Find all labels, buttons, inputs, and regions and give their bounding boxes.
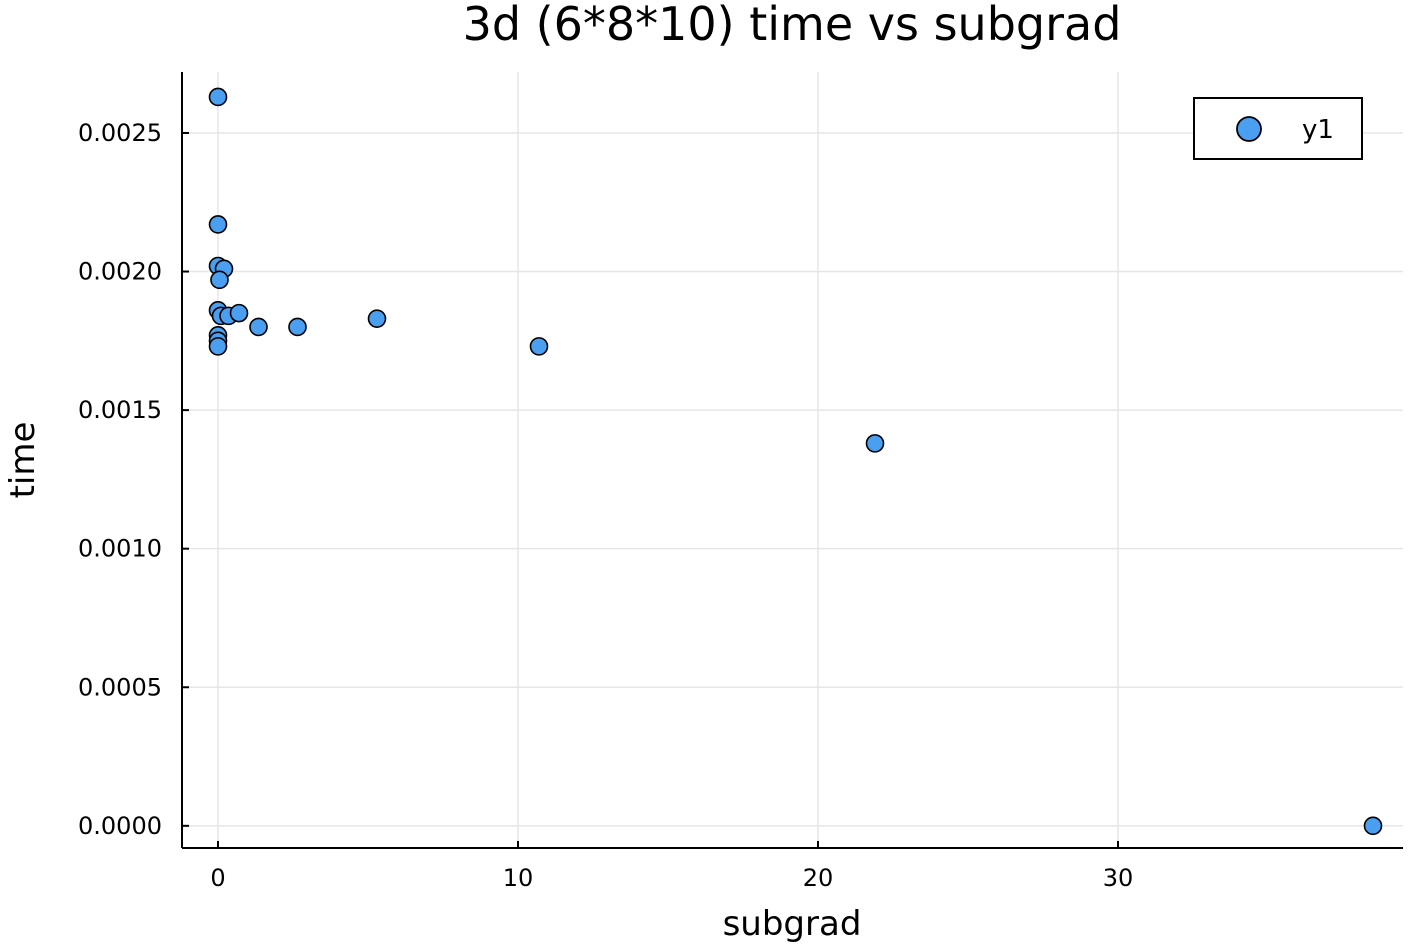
legend-marker (1236, 116, 1262, 142)
data-point (208, 337, 228, 356)
ticks: 0 10 20 30 0.0000 0.0005 0.0010 0.0015 0.0020 0.0… (78, 119, 1133, 892)
data-point (249, 317, 268, 337)
legend-label: y1 (1302, 115, 1334, 145)
y-tick-label: 0.0020 (78, 258, 162, 286)
legend: y1 (1193, 97, 1363, 160)
data-point (288, 317, 307, 337)
data-point (1363, 816, 1383, 836)
y-tick-label: 0.0010 (78, 535, 162, 563)
y-tick-label: 0.0015 (78, 396, 162, 424)
grid (182, 72, 1403, 848)
x-tick-label: 0 (210, 864, 225, 892)
x-tick-label: 30 (1103, 864, 1134, 892)
x-tick-label: 10 (503, 864, 534, 892)
x-tick-label: 20 (803, 864, 834, 892)
data-points (208, 87, 1383, 836)
y-tick-label: 0.0000 (78, 812, 162, 840)
y-axis-label: time (3, 422, 43, 499)
chart-title: 3d (6*8*10) time vs subgrad (463, 0, 1122, 51)
axes (181, 72, 1403, 849)
data-point (865, 434, 885, 453)
y-tick-label: 0.0025 (78, 119, 162, 147)
data-point (529, 337, 549, 356)
data-point (208, 215, 228, 234)
data-point (208, 87, 228, 107)
y-tick-label: 0.0005 (78, 673, 162, 701)
data-point (367, 309, 387, 328)
data-point (210, 270, 229, 290)
x-axis-label: subgrad (723, 904, 862, 944)
data-point (229, 303, 249, 323)
legend-box (1193, 97, 1363, 160)
